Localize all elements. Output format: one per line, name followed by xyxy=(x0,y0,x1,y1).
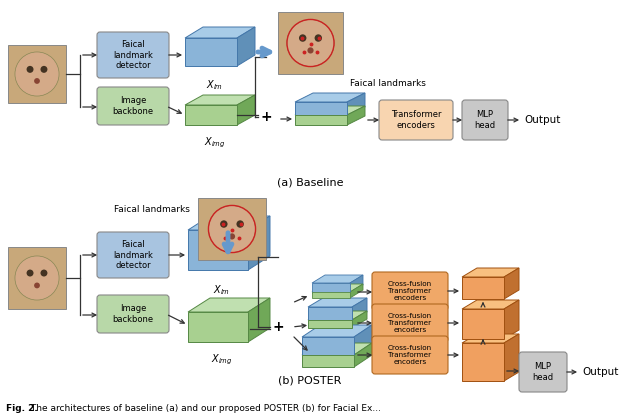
Polygon shape xyxy=(188,216,270,230)
FancyBboxPatch shape xyxy=(462,100,508,140)
Text: Faical landmarks: Faical landmarks xyxy=(350,78,426,88)
Circle shape xyxy=(40,269,47,277)
Polygon shape xyxy=(237,27,255,66)
Polygon shape xyxy=(347,106,365,125)
Polygon shape xyxy=(312,284,363,292)
Circle shape xyxy=(40,66,47,73)
Text: MLP
head: MLP head xyxy=(532,362,554,382)
FancyBboxPatch shape xyxy=(97,87,169,125)
Polygon shape xyxy=(312,292,350,298)
Text: Output: Output xyxy=(524,115,561,125)
FancyBboxPatch shape xyxy=(372,304,448,342)
Polygon shape xyxy=(308,307,352,321)
Polygon shape xyxy=(352,311,367,328)
Polygon shape xyxy=(295,115,347,125)
Polygon shape xyxy=(352,298,367,321)
Circle shape xyxy=(229,233,235,240)
Polygon shape xyxy=(302,337,354,357)
Polygon shape xyxy=(312,275,363,283)
Circle shape xyxy=(209,205,255,253)
Polygon shape xyxy=(185,38,237,66)
Circle shape xyxy=(299,34,307,42)
Polygon shape xyxy=(354,325,372,357)
Polygon shape xyxy=(188,230,248,270)
Circle shape xyxy=(287,19,334,67)
Text: Fig. 2.: Fig. 2. xyxy=(6,403,38,412)
Polygon shape xyxy=(302,325,372,337)
Circle shape xyxy=(307,47,314,54)
FancyBboxPatch shape xyxy=(97,295,169,333)
FancyBboxPatch shape xyxy=(198,198,266,260)
Polygon shape xyxy=(504,268,519,299)
Polygon shape xyxy=(504,300,519,339)
Text: The architectures of baseline (a) and our proposed POSTER (b) for Facial Ex...: The architectures of baseline (a) and ou… xyxy=(28,403,381,412)
Circle shape xyxy=(27,269,33,277)
Circle shape xyxy=(15,52,59,96)
Text: $X_{lm}$: $X_{lm}$ xyxy=(207,78,223,92)
Circle shape xyxy=(15,256,59,300)
Polygon shape xyxy=(312,283,350,293)
Polygon shape xyxy=(188,298,270,312)
FancyBboxPatch shape xyxy=(97,232,169,278)
Text: Faical
landmark
detector: Faical landmark detector xyxy=(113,240,153,270)
Text: Cross-fusion
Transformer
encoders: Cross-fusion Transformer encoders xyxy=(388,345,432,365)
Polygon shape xyxy=(462,334,519,343)
Polygon shape xyxy=(185,105,237,125)
Text: $X_{img}$: $X_{img}$ xyxy=(204,136,226,150)
Polygon shape xyxy=(248,216,270,270)
Polygon shape xyxy=(462,343,504,381)
Text: $X_{img}$: $X_{img}$ xyxy=(211,353,233,367)
Polygon shape xyxy=(185,27,255,38)
Polygon shape xyxy=(462,268,519,277)
Polygon shape xyxy=(295,106,365,115)
FancyBboxPatch shape xyxy=(278,12,343,74)
Polygon shape xyxy=(295,102,347,116)
Polygon shape xyxy=(302,343,372,355)
Polygon shape xyxy=(295,93,365,102)
Polygon shape xyxy=(350,275,363,293)
Polygon shape xyxy=(347,93,365,116)
Circle shape xyxy=(34,78,40,84)
Text: Faical
landmark
detector: Faical landmark detector xyxy=(113,40,153,70)
Text: Cross-fusion
Transformer
encoders: Cross-fusion Transformer encoders xyxy=(388,313,432,333)
Polygon shape xyxy=(308,320,352,328)
Polygon shape xyxy=(462,277,504,299)
Text: Transformer
encoders: Transformer encoders xyxy=(391,110,441,130)
Text: Cross-fusion
Transformer
encoders: Cross-fusion Transformer encoders xyxy=(388,281,432,301)
FancyBboxPatch shape xyxy=(372,272,448,310)
Polygon shape xyxy=(504,334,519,381)
Circle shape xyxy=(315,34,322,42)
FancyBboxPatch shape xyxy=(97,32,169,78)
Polygon shape xyxy=(248,298,270,342)
Polygon shape xyxy=(354,343,372,367)
Polygon shape xyxy=(237,95,255,125)
Text: MLP
head: MLP head xyxy=(474,110,495,130)
FancyBboxPatch shape xyxy=(8,45,66,103)
Circle shape xyxy=(27,66,33,73)
Text: Faical landmarks: Faical landmarks xyxy=(114,205,190,214)
Polygon shape xyxy=(302,355,354,367)
Text: Image
backbone: Image backbone xyxy=(113,96,154,116)
Polygon shape xyxy=(308,311,367,320)
Text: Image
backbone: Image backbone xyxy=(113,304,154,324)
Text: +: + xyxy=(272,320,284,334)
Polygon shape xyxy=(462,309,504,339)
FancyBboxPatch shape xyxy=(372,336,448,374)
Polygon shape xyxy=(185,95,255,105)
Text: (b) POSTER: (b) POSTER xyxy=(278,375,342,385)
Circle shape xyxy=(220,220,228,228)
Circle shape xyxy=(236,220,244,228)
Polygon shape xyxy=(308,298,367,307)
Polygon shape xyxy=(188,312,248,342)
Text: Output: Output xyxy=(582,367,618,377)
Circle shape xyxy=(34,282,40,288)
Text: +: + xyxy=(260,110,272,124)
Text: (a) Baseline: (a) Baseline xyxy=(276,177,343,187)
Polygon shape xyxy=(350,284,363,298)
Text: $X_{lm}$: $X_{lm}$ xyxy=(214,283,230,297)
FancyBboxPatch shape xyxy=(519,352,567,392)
Polygon shape xyxy=(462,300,519,309)
FancyBboxPatch shape xyxy=(379,100,453,140)
FancyBboxPatch shape xyxy=(8,247,66,309)
